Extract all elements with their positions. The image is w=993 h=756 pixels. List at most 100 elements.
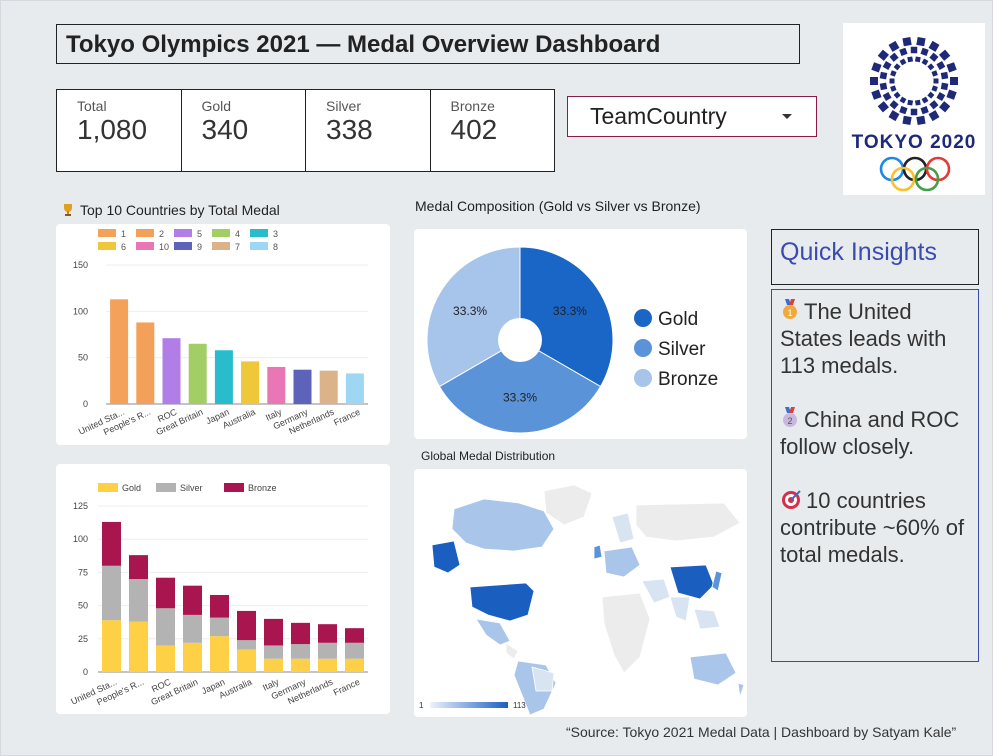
logo-text: TOKYO 2020 [852,132,977,153]
map-region-australia [689,652,737,686]
legend-label: 2 [159,229,164,239]
kpi-label: Gold [201,98,232,114]
country-filter-dropdown[interactable]: TeamCountry [567,96,817,137]
logo-checker [882,92,892,101]
map-region-alaska [431,540,461,574]
logo-checker [871,89,882,100]
logo-checker [893,91,901,99]
bar-segment [264,618,283,646]
logo-checker [936,61,946,70]
bar-segment [156,645,175,672]
y-tick-label: 0 [83,667,88,677]
legend-label: 6 [121,242,126,252]
kpi-label: Bronze [450,98,495,114]
map-region-india [669,596,691,622]
kpi-value: 340 [201,114,249,145]
legend-swatch [174,229,192,237]
footer-source: “Source: Tokyo 2021 Medal Data | Dashboa… [566,724,957,740]
bar-segment [264,658,283,672]
logo-checker [929,100,939,110]
chevron-down-icon[interactable] [782,114,792,119]
legend-swatch [98,242,116,250]
logo-checker [916,36,926,47]
legend-label: 9 [197,242,202,252]
bar-segment [102,521,121,566]
legend-label: 4 [235,229,240,239]
insights-panel: 1 The United States leads with 113 medal… [771,289,979,662]
logo-checker [888,40,900,52]
global-medal-map[interactable]: 1 113 [414,469,747,717]
y-tick-label: 100 [73,534,88,544]
legend-label: 8 [273,242,278,252]
kpi-label: Silver [326,98,362,114]
pie-slice [519,246,614,388]
logo-checker [899,105,908,115]
bar [319,370,338,404]
bar-segment [183,585,202,615]
insight-item: 2 China and ROC follow closely. [780,406,970,460]
logo-checker [899,96,907,104]
bar-segment [129,579,148,622]
medal-composition-donut-chart: 33.3% 33.3% 33.3% Gold Silver Bronze [426,246,718,434]
logo-checker [910,108,918,116]
bar [162,338,181,404]
legend-swatch [250,229,268,237]
bar-segment [183,642,202,672]
logo-checker [879,82,888,91]
scale-max-label: 113 [513,701,526,710]
logo-checker [929,52,939,62]
legend-marker [634,369,652,387]
pie-slice [438,339,602,434]
svg-text:2: 2 [787,416,792,426]
tokyo-2020-logo: TOKYO 2020 [843,23,985,195]
map-region-mexico [475,618,511,646]
second-place-medal-icon: 2 [780,407,800,429]
first-place-medal-icon: 1 [780,299,800,321]
map-region-scandinavia [611,512,635,544]
map-region-canada [451,498,555,552]
bar-segment [210,617,229,637]
logo-checker [914,99,921,106]
legend-swatch [250,242,268,250]
logo-checker [931,70,938,77]
bar-segment [345,628,364,643]
legend-swatch [98,483,118,492]
stacked-chart-card: Gold Silver Bronze 0 25 50 75 100 125 United Sta.… [56,464,390,714]
slice-label: 33.3% [453,304,487,318]
trophy-icon [62,203,74,216]
y-tick-label: 50 [78,601,88,611]
bar-segment [345,658,364,672]
bar [345,373,364,404]
map-region-africa [601,592,651,674]
legend-label: Gold [122,483,141,493]
legend-swatch [136,242,154,250]
logo-checker [927,91,935,99]
bar [267,366,286,404]
logo-checker [921,96,929,104]
bar-segment [129,555,148,580]
legend-marker [634,309,652,327]
top10-chart-title: Top 10 Countries by Total Medal [62,202,280,218]
x-tick-label: France [332,407,362,428]
map-region-central-america [505,642,519,660]
logo-checker [899,58,907,66]
logo-checker [920,105,929,115]
bar-segment [129,621,148,672]
bar-segment [237,649,256,672]
legend-label: 1 [121,229,126,239]
dropdown-selected-value: TeamCountry [590,103,727,129]
bar-segment [318,658,337,672]
bar-segment [156,608,175,646]
logo-checker [879,71,888,80]
logo-checker [940,71,949,80]
kpi-value: 338 [326,114,373,145]
logo-checker [931,85,938,92]
pie-chart-title: Medal Composition (Gold vs Silver vs Bro… [415,198,701,214]
bar [136,322,155,404]
map-region-uk [593,544,603,560]
bar [214,350,233,404]
kpi-gold: Gold 340 [182,90,306,171]
y-tick-label: 100 [73,306,88,316]
bar-segment [183,614,202,643]
